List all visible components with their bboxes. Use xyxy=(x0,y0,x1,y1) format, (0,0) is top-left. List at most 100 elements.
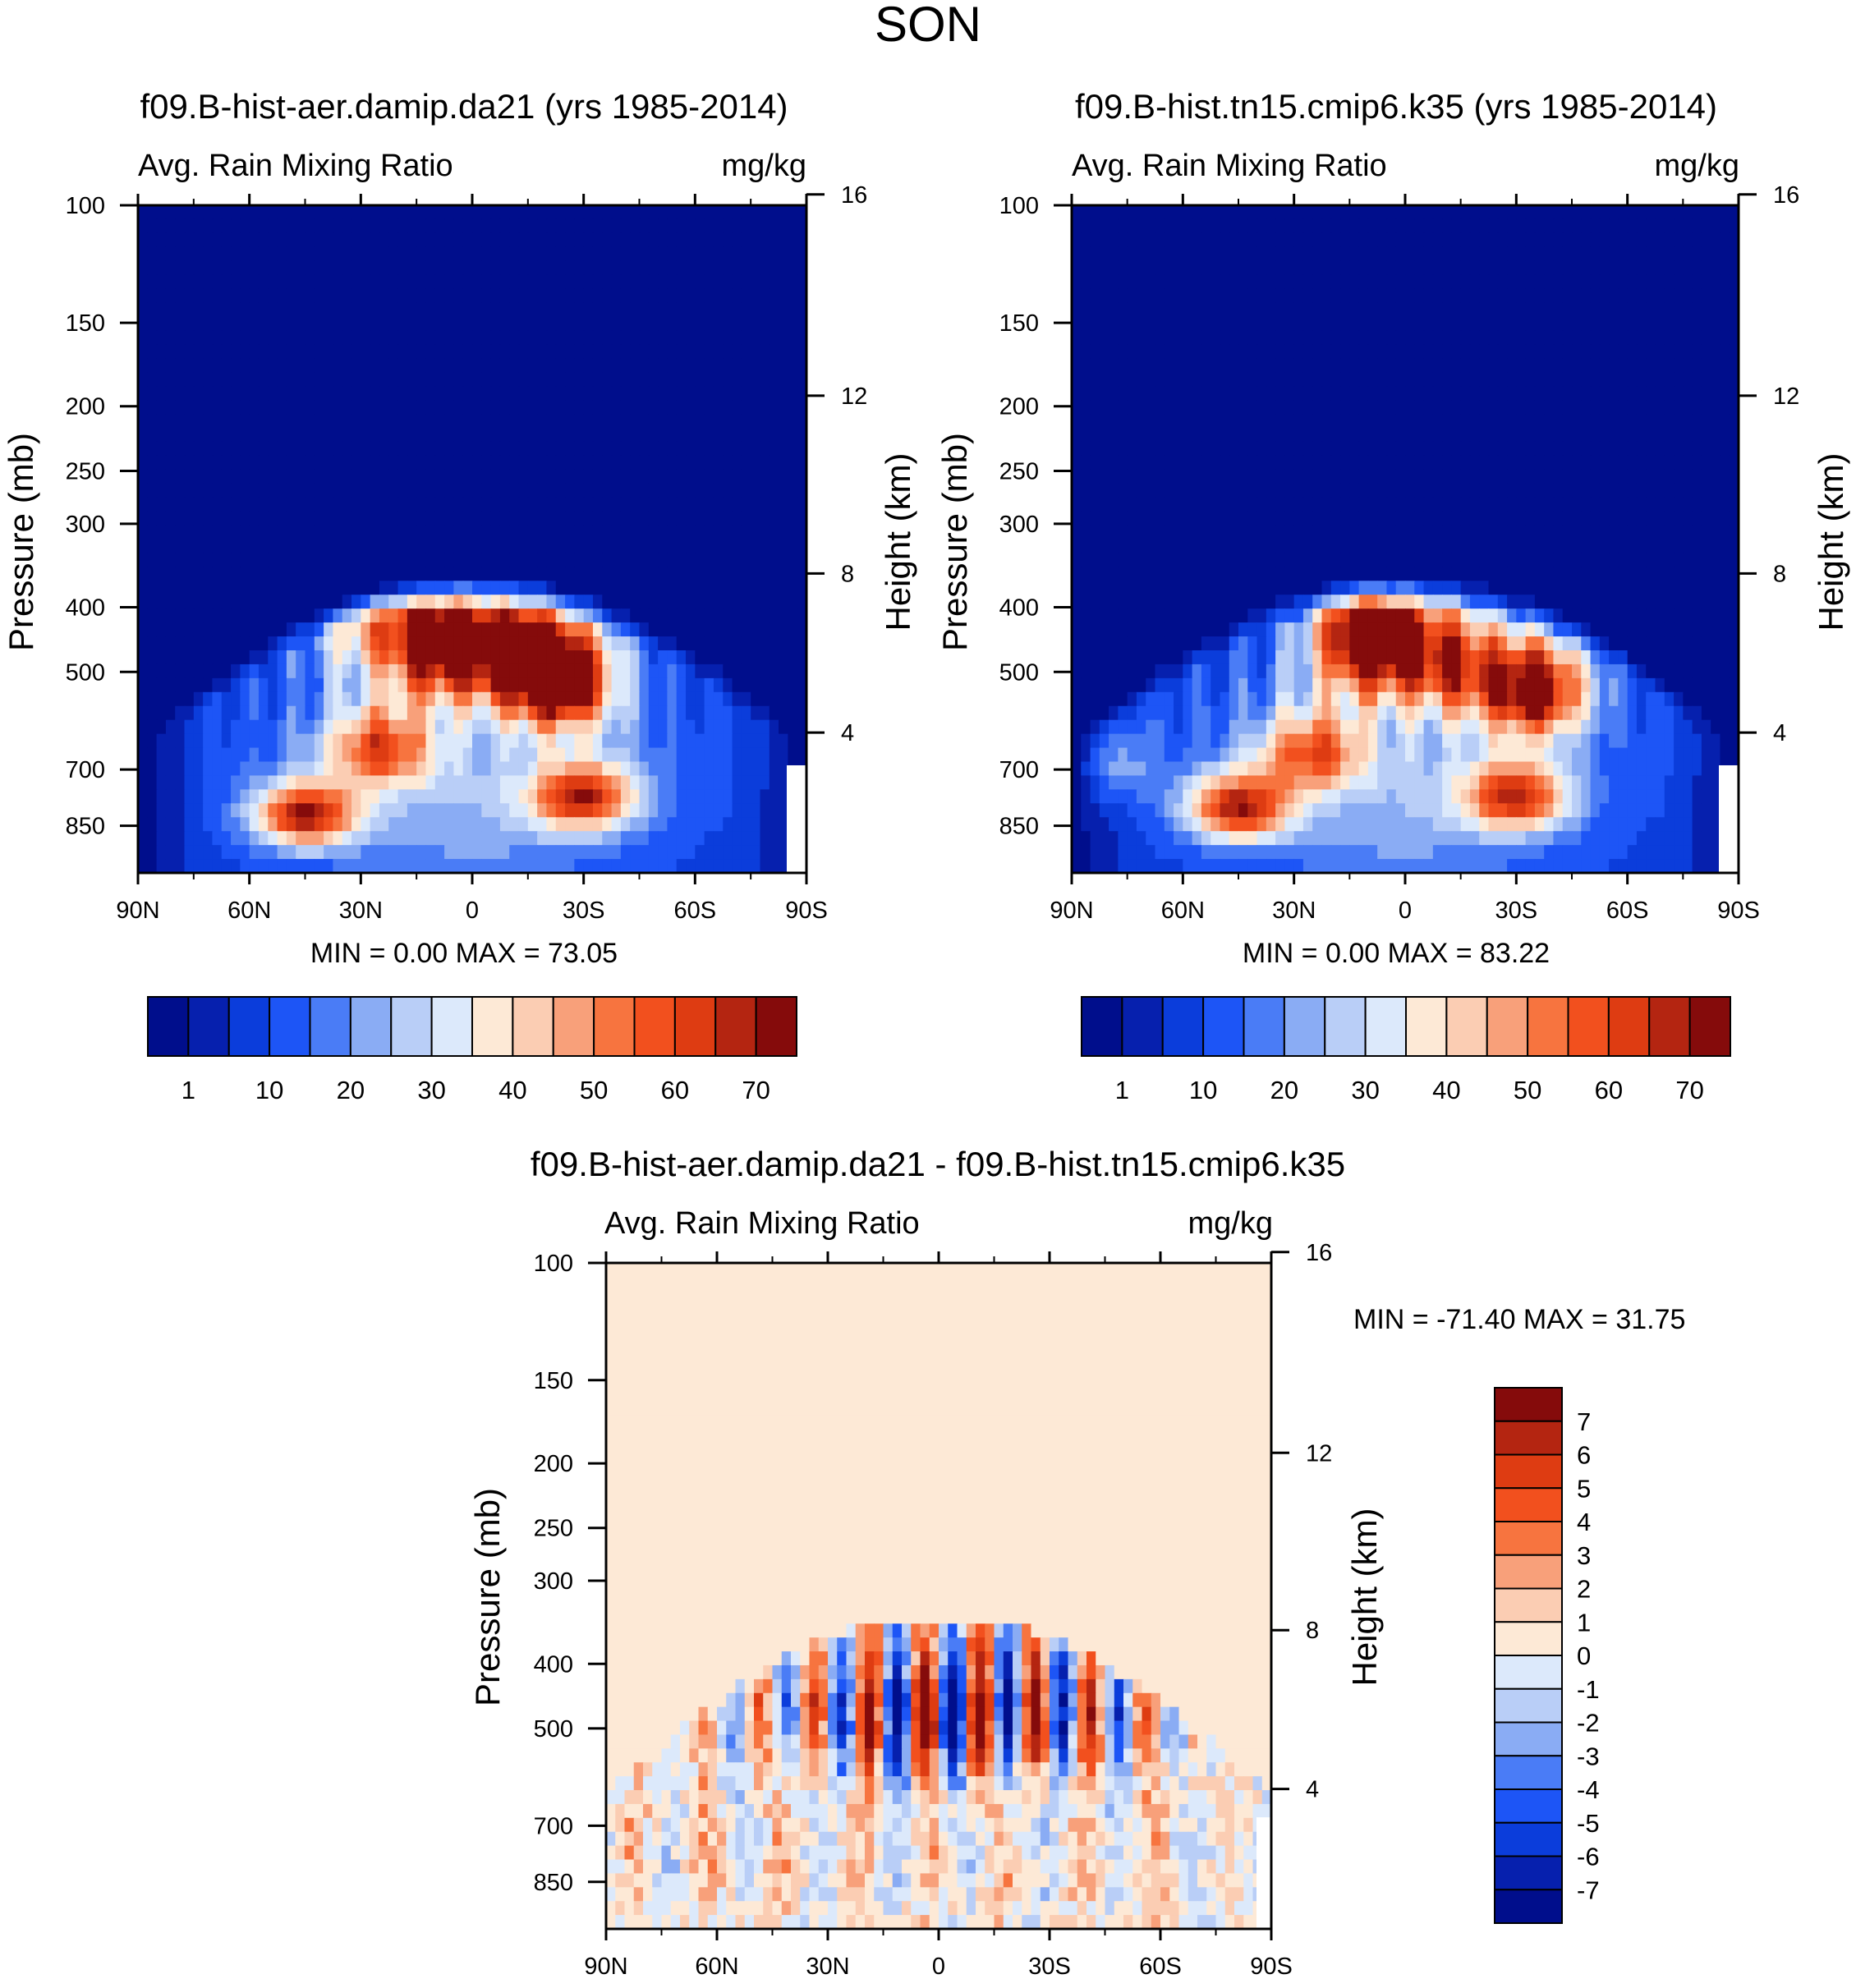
field-cell xyxy=(546,288,557,304)
field-cell xyxy=(1627,414,1638,429)
field-cell xyxy=(779,344,788,359)
field-cell xyxy=(630,316,641,332)
field-cell xyxy=(1701,469,1711,484)
field-cell xyxy=(518,719,529,735)
field-cell xyxy=(221,859,232,874)
field-cell xyxy=(713,260,724,276)
field-cell xyxy=(212,414,223,429)
field-cell xyxy=(797,344,807,359)
field-cell xyxy=(592,441,603,457)
field-cell xyxy=(416,622,427,637)
field-cell xyxy=(296,608,306,623)
field-cell xyxy=(1192,330,1202,345)
field-cell xyxy=(296,414,306,429)
field-cell xyxy=(676,316,687,332)
field-cell xyxy=(1497,232,1508,248)
field-cell xyxy=(1534,246,1545,262)
field-cell xyxy=(490,567,501,581)
field-cell xyxy=(314,595,324,609)
field-cell xyxy=(732,302,742,318)
field-cell xyxy=(1497,330,1508,345)
field-cell xyxy=(1488,274,1499,290)
field-cell xyxy=(212,677,223,693)
field-cell xyxy=(370,469,380,484)
field-cell xyxy=(1201,441,1211,457)
field-cell xyxy=(221,775,232,790)
field-cell xyxy=(1136,344,1146,359)
field-cell xyxy=(537,372,548,387)
field-cell xyxy=(193,650,204,665)
field-cell xyxy=(212,650,223,665)
field-cell xyxy=(788,581,798,595)
field-cell xyxy=(1247,469,1258,484)
field-cell xyxy=(165,705,176,721)
field-cell xyxy=(1321,358,1332,373)
field-cell xyxy=(1701,316,1711,332)
field-cell xyxy=(221,691,232,707)
field-cell xyxy=(1469,414,1480,429)
field-cell xyxy=(658,386,668,401)
field-cell xyxy=(370,274,380,290)
field-cell xyxy=(704,358,714,373)
field-cell xyxy=(296,497,306,512)
field-cell xyxy=(1711,232,1721,248)
field-cell xyxy=(509,622,520,637)
field-cell xyxy=(1469,274,1480,290)
field-cell xyxy=(620,567,631,581)
field-cell xyxy=(527,288,538,304)
field-cell xyxy=(351,218,361,234)
contour-field xyxy=(1072,205,1739,874)
field-cell xyxy=(490,455,501,471)
field-cell xyxy=(509,302,520,318)
field-cell xyxy=(156,705,167,721)
field-cell xyxy=(1711,386,1721,401)
field-cell xyxy=(138,831,148,846)
field-cell xyxy=(175,733,186,749)
field-cell xyxy=(565,845,575,860)
field-cell xyxy=(1247,302,1258,318)
field-cell xyxy=(1469,302,1480,318)
field-cell xyxy=(1572,316,1582,332)
field-cell xyxy=(472,344,482,359)
y-right-tick-label: 12 xyxy=(841,383,867,410)
field-cell xyxy=(1581,344,1592,359)
field-cell xyxy=(611,302,622,318)
field-cell xyxy=(268,636,278,651)
field-cell xyxy=(1451,358,1462,373)
field-cell xyxy=(388,344,399,359)
field-cell xyxy=(788,719,798,735)
field-cell xyxy=(704,400,714,415)
field-cell xyxy=(592,414,603,429)
field-cell xyxy=(648,817,659,832)
field-cell xyxy=(788,469,798,484)
field-cell xyxy=(648,705,659,721)
field-cell xyxy=(1544,469,1555,484)
field-cell xyxy=(1302,330,1313,345)
field-cell xyxy=(1572,218,1582,234)
field-cell xyxy=(1229,469,1239,484)
field-cell xyxy=(667,719,678,735)
field-cell xyxy=(147,218,158,234)
field-cell xyxy=(1395,428,1406,443)
field-cell xyxy=(203,775,214,790)
field-cell xyxy=(388,719,399,735)
field-cell xyxy=(203,260,214,276)
field-cell xyxy=(658,539,668,554)
field-cell xyxy=(249,761,260,777)
field-cell xyxy=(1340,428,1350,443)
field-cell xyxy=(658,441,668,457)
field-cell xyxy=(1618,358,1629,373)
field-cell xyxy=(416,553,427,567)
field-cell xyxy=(555,775,566,790)
field-cell xyxy=(527,775,538,790)
field-cell xyxy=(481,218,492,234)
field-cell xyxy=(611,372,622,387)
field-cell xyxy=(1636,316,1647,332)
field-cell xyxy=(686,525,696,540)
field-cell xyxy=(1469,372,1480,387)
field-cell xyxy=(1201,344,1211,359)
field-cell xyxy=(240,775,250,790)
field-cell xyxy=(249,218,260,234)
field-cell xyxy=(667,775,678,790)
field-cell xyxy=(184,817,195,832)
